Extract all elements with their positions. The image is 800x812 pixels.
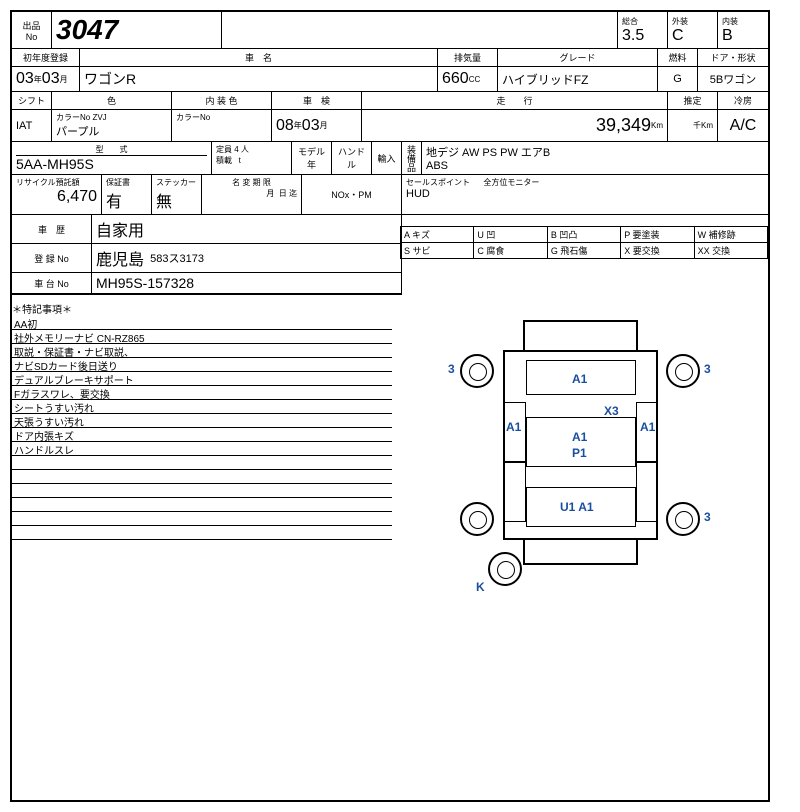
note-line: 取説・保証書・ナビ取説、 xyxy=(12,344,392,358)
warranty: 保証書 有 xyxy=(102,175,152,214)
note-line xyxy=(12,470,392,484)
dmg-wheel-rr: 3 xyxy=(704,510,711,524)
dmg-windshield: A1 xyxy=(572,372,587,386)
exterior-grade: 外装 C xyxy=(668,12,718,48)
dmg-rear: U1 A1 xyxy=(560,500,594,514)
dmg-door-l: A1 xyxy=(506,420,521,434)
note-line: ナビSDカード後日送り xyxy=(12,358,392,372)
lot-label: 出品No xyxy=(12,12,52,48)
first-reg-label: 初年度登録 xyxy=(12,49,80,66)
vehicle-row-4: リサイクル預託額 6,470 保証書 有 ステッカー 無 名 変 期 限 月 日… xyxy=(12,175,768,215)
fuel-label: 燃料 xyxy=(658,49,698,66)
shaken-value: 08年 03月 xyxy=(272,110,362,141)
note-line: AA初 xyxy=(12,316,392,330)
displacement: 660CC xyxy=(438,67,498,91)
reg-no-value: 鹿児島 583ス3173 xyxy=(92,244,401,272)
note-line: ドア内張キズ xyxy=(12,428,392,442)
vehicle-row-2-labels: シフト 色 内 装 色 車 検 走 行 推定 冷房 xyxy=(12,92,768,110)
wheel-rear-left xyxy=(460,502,494,536)
note-line: 天張うすい汚れ xyxy=(12,414,392,428)
grade-label: グレード xyxy=(498,49,658,66)
ac-value: A/C xyxy=(718,110,768,141)
door-rear-right xyxy=(636,462,658,522)
note-line: 社外メモリーナビ CN-RZ865 xyxy=(12,330,392,344)
color-value: カラーNo ZVJ パープル xyxy=(52,110,172,141)
wheel-spare xyxy=(488,552,522,586)
recycle: リサイクル預託額 6,470 xyxy=(12,175,102,214)
door-label: ドア・形状 xyxy=(698,49,768,66)
capacity: 定員 4 人 積載 t xyxy=(212,142,292,174)
vehicle-row-3: 型 式 5AA-MH95S 定員 4 人 積載 t モデル年 ハンドル 輸入 装… xyxy=(12,142,768,175)
note-line xyxy=(12,484,392,498)
dmg-roof-a: A1 xyxy=(572,430,587,444)
dmg-door-r: A1 xyxy=(640,420,655,434)
note-line xyxy=(12,456,392,470)
dmg-wheel-fr: 3 xyxy=(704,362,711,376)
car-hood xyxy=(523,320,638,350)
sticker: ステッカー 無 xyxy=(152,175,202,214)
vehicle-row-1-values: 03年 03月 ワゴンR 660CC ハイブリッドFZ G 5Bワゴン xyxy=(12,67,768,92)
notes-section: ＊特記事項＊ AA初社外メモリーナビ CN-RZ865取説・保証書・ナビ取説、ナ… xyxy=(12,301,392,540)
chassis-row: 車 台 No MH95S-157328 xyxy=(12,273,402,295)
regno-row: 登 録 No 鹿児島 583ス3173 xyxy=(12,244,402,273)
dmg-wheel-fl: 3 xyxy=(448,362,455,376)
wheel-rear-right xyxy=(666,502,700,536)
sales-point: セールスポイント 全方位モニター HUD xyxy=(402,175,768,214)
note-line xyxy=(12,512,392,526)
nox-pm: NOx・PM xyxy=(302,175,402,214)
history-row: 車 歴 自家用 xyxy=(12,215,402,244)
interior-grade: 内装 B xyxy=(718,12,768,48)
dmg-spare: K xyxy=(476,580,485,594)
mileage: 39,349Km xyxy=(362,110,668,141)
interior-color: カラーNo xyxy=(172,110,272,141)
note-line xyxy=(12,526,392,540)
auction-sheet: 出品No 3047 総合 3.5 外装 C 内装 B 初年度登録 車 名 排気量… xyxy=(10,10,770,802)
car-trunk xyxy=(523,540,638,565)
name-change: 名 変 期 限 月 日 迄 xyxy=(202,175,302,214)
note-line: デュアルブレーキサポート xyxy=(12,372,392,386)
header-row: 出品No 3047 総合 3.5 外装 C 内装 B xyxy=(12,12,768,49)
dmg-roof-p: P1 xyxy=(572,446,587,460)
vehicle-row-1: 初年度登録 車 名 排気量 グレード 燃料 ドア・形状 xyxy=(12,49,768,67)
damage-legend: A キズ U 凹 B 凹凸 P 要塗装 W 補修跡 S サビ C 腐食 G 飛石… xyxy=(400,226,768,259)
first-reg-value: 03年 03月 xyxy=(12,67,80,91)
sogo-grade: 総合 3.5 xyxy=(618,12,668,48)
grade-value: ハイブリッドFZ xyxy=(498,67,658,91)
equipment: 地デジ AW PS PW エアB ABS xyxy=(422,142,768,174)
car-diagram: 3 3 3 A1 X3 A1 A1 A1 P1 U1 A1 K xyxy=(408,312,748,592)
car-name-label: 車 名 xyxy=(80,49,438,66)
displacement-label: 排気量 xyxy=(438,49,498,66)
fuel-value: G xyxy=(658,67,698,91)
history-value: 自家用 xyxy=(92,215,401,243)
door-value: 5Bワゴン xyxy=(698,67,768,91)
dmg-front-edge: X3 xyxy=(604,404,619,418)
note-line: Fガラスワレ、要交換 xyxy=(12,386,392,400)
note-line: ハンドルスレ xyxy=(12,442,392,456)
model-type: 型 式 5AA-MH95S xyxy=(12,142,212,174)
car-name: ワゴンR xyxy=(80,67,438,91)
lot-number: 3047 xyxy=(52,12,222,48)
wheel-front-left xyxy=(460,354,494,388)
door-rear-left xyxy=(503,462,526,522)
shift-value: IAT xyxy=(12,110,52,141)
note-line xyxy=(12,498,392,512)
vehicle-row-2-values: IAT カラーNo ZVJ パープル カラーNo 08年 03月 39,349K… xyxy=(12,110,768,142)
notes-title: ＊特記事項＊ xyxy=(12,301,392,316)
chassis-value: MH95S-157328 xyxy=(92,273,401,293)
suitei: 千Km xyxy=(668,110,718,141)
note-line: シートうすい汚れ xyxy=(12,400,392,414)
wheel-front-right xyxy=(666,354,700,388)
